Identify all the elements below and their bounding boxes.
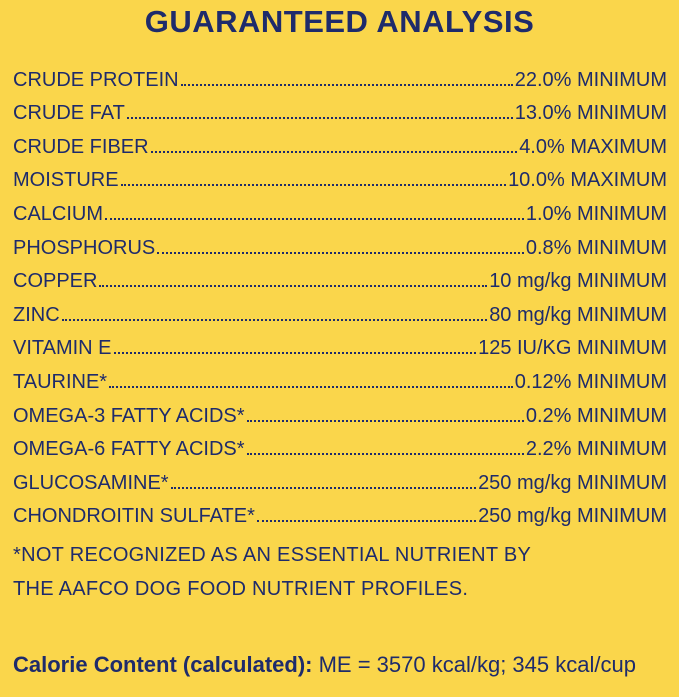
nutrient-name: VITAMIN E [13,337,112,360]
nutrient-name: GLUCOSAMINE* [13,471,169,494]
nutrient-value: 0.2% MINIMUM [525,404,667,427]
nutrient-value: 80 mg/kg MINIMUM [489,303,667,326]
analysis-row: MOISTURE 10.0% MAXIMUM [13,159,667,193]
nutrient-value: 22.0% MINIMUM [514,68,667,91]
nutrient-value: 4.0% MAXIMUM [519,135,667,158]
dot-leader [120,184,507,187]
dot-leader [105,217,524,220]
dot-leader [246,419,524,422]
dot-leader [109,385,513,388]
nutrient-name: TAURINE* [13,370,108,393]
analysis-row: CHONDROITIN SULFATE* 250 mg/kg MINIMUM [13,495,667,529]
dot-leader [157,251,524,254]
analysis-row: VITAMIN E 125 IU/KG MINIMUM [13,327,667,361]
nutrient-name: COPPER [13,270,98,293]
analysis-row: ZINC 80 mg/kg MINIMUM [13,293,667,327]
nutrient-name: CHONDROITIN SULFATE* [13,505,255,528]
nutrient-value: 0.8% MINIMUM [525,236,667,259]
footnote: *NOT RECOGNIZED AS AN ESSENTIAL NUTRIENT… [13,544,531,600]
analysis-row: PHOSPHORUS 0.8% MINIMUM [13,226,667,260]
nutrient-value: 250 mg/kg MINIMUM [478,471,667,494]
nutrient-name: CALCIUM [13,202,104,225]
analysis-row: COPPER 10 mg/kg MINIMUM [13,260,667,294]
nutrient-value: 2.2% MINIMUM [525,438,667,461]
calorie-label: Calorie Content (calculated): [13,652,313,677]
analysis-row: CRUDE FAT 13.0% MINIMUM [13,92,667,126]
nutrient-name: CRUDE FAT [13,102,125,125]
nutrient-value: 250 mg/kg MINIMUM [478,505,667,528]
analysis-row: CRUDE FIBER 4.0% MAXIMUM [13,125,667,159]
dot-leader [170,486,477,489]
nutrient-name: PHOSPHORUS [13,236,156,259]
dot-leader [180,83,513,86]
nutrient-value: 125 IU/KG MINIMUM [478,337,667,360]
analysis-row: CALCIUM 1.0% MINIMUM [13,192,667,226]
analysis-row: TAURINE* 0.12% MINIMUM [13,360,667,394]
nutrient-name: OMEGA-3 FATTY ACIDS* [13,404,245,427]
nutrient-name: CRUDE PROTEIN [13,68,179,91]
dot-leader [99,285,488,288]
dot-leader [256,520,477,523]
nutrient-name: OMEGA-6 FATTY ACIDS* [13,438,245,461]
dot-leader [61,318,488,321]
nutrient-value: 1.0% MINIMUM [525,202,667,225]
nutrient-value: 13.0% MINIMUM [514,102,667,125]
nutrient-name: MOISTURE [13,169,119,192]
nutrient-value: 10 mg/kg MINIMUM [489,270,667,293]
analysis-list: CRUDE PROTEIN 22.0% MINIMUM CRUDE FAT 13.0%… [13,58,667,528]
calorie-value: ME = 3570 kcal/kg; 345 kcal/cup [318,652,636,677]
dot-leader [126,117,513,120]
nutrient-value: 10.0% MAXIMUM [508,169,667,192]
analysis-row: OMEGA-6 FATTY ACIDS* 2.2% MINIMUM [13,428,667,462]
title: GUARANTEED ANALYSIS [144,4,535,39]
nutrient-name: CRUDE FIBER [13,135,149,158]
analysis-row: OMEGA-3 FATTY ACIDS* 0.2% MINIMUM [13,394,667,428]
nutrient-name: ZINC [13,303,60,326]
dot-leader [113,352,477,355]
analysis-row: GLUCOSAMINE* 250 mg/kg MINIMUM [13,461,667,495]
dot-leader [150,150,518,153]
dot-leader [246,453,524,456]
analysis-row: CRUDE PROTEIN 22.0% MINIMUM [13,58,667,92]
nutrient-value: 0.12% MINIMUM [514,370,667,393]
calorie-content: Calorie Content (calculated): ME = 3570 … [13,652,636,678]
